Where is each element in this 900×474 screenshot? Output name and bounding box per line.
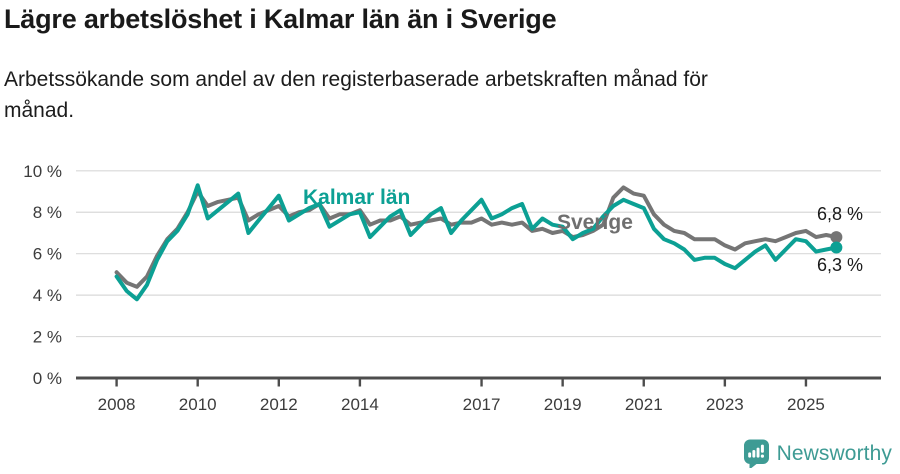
series-label-sverige: Sverige [557,211,633,234]
logo-exclamation-dot [760,454,764,458]
series-line-kalmar [114,183,839,302]
logo-bar-2 [752,450,755,458]
logo-bar-1 [747,452,751,458]
x-axis-tick-label: 2010 [179,395,217,414]
chart-title: Lägre arbetslöshet i Kalmar län än i Sve… [4,4,557,34]
x-axis-tick-label: 2012 [260,395,298,414]
x-axis-tick-label: 2017 [463,395,501,414]
newsworthy-logo-icon [743,439,769,468]
x-axis-tick-label: 2025 [787,395,825,414]
y-axis-tick-label: 4 % [33,286,62,305]
end-dot-sverige [830,231,843,244]
brand-footer: Newsworthy [743,439,892,468]
brand-name: Newsworthy [776,441,892,465]
series-line-sverige [114,185,839,289]
chart-subtitle: Arbetssökande som andel av den registerb… [4,64,708,126]
end-dot-kalmar [830,241,843,254]
x-axis-tick-label: 2021 [625,395,663,414]
series-label-kalmar: Kalmar län [303,186,411,209]
y-axis-tick-label: 10 % [23,162,62,181]
end-value-label-kalmar: 6,3 % [816,255,863,275]
x-axis-tick-label: 2014 [341,395,379,414]
subtitle-line-2: månad. [4,99,75,122]
y-axis-tick-label: 6 % [33,245,62,264]
x-axis-tick-label: 2008 [98,395,136,414]
logo-exclamation-bar [760,444,764,453]
x-axis-tick-label: 2019 [544,395,582,414]
y-axis-tick-label: 2 % [33,328,62,347]
y-axis-tick-label: 0 % [33,369,62,388]
x-axis-tick-label: 2023 [706,395,744,414]
end-value-label-sverige: 6,8 % [816,204,863,224]
logo-bar-3 [756,447,760,458]
y-axis-tick-label: 8 % [33,203,62,222]
subtitle-line-1: Arbetssökande som andel av den registerb… [4,68,708,91]
